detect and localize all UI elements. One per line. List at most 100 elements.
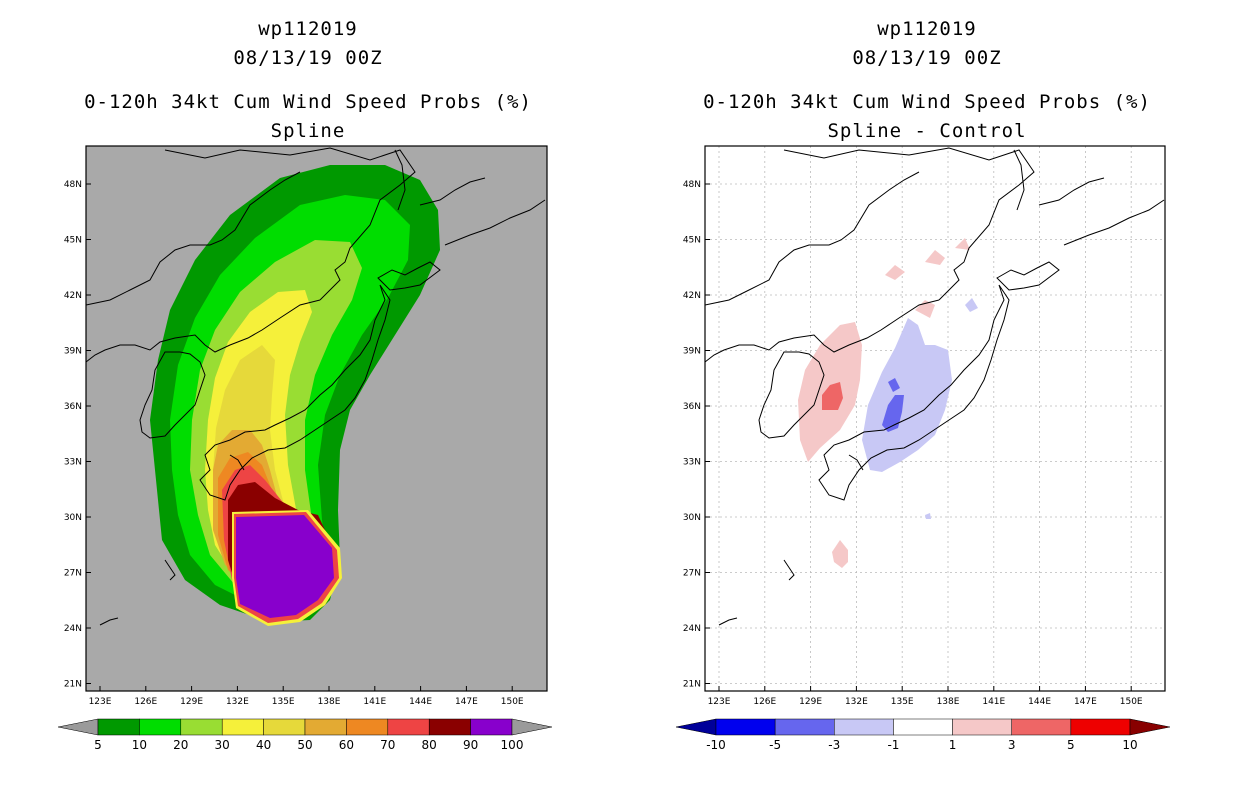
lat-label: 21N (64, 680, 82, 690)
lon-label: 132E (845, 697, 868, 707)
lon-label: 135E (272, 697, 295, 707)
colorbar-label: 100 (501, 738, 524, 752)
colorbar-high-triangle (511, 718, 553, 736)
lat-label: 24N (683, 624, 701, 634)
colorbar-label: 30 (215, 738, 230, 752)
lat-label: 45N (64, 236, 82, 246)
left-product-title: 0-120h 34kt Cum Wind Speed Probs (%) (84, 91, 532, 113)
lat-label: 42N (683, 291, 701, 301)
lon-label: 141E (363, 697, 386, 707)
colorbar-box (346, 718, 389, 736)
colorbar-label: 80 (422, 738, 437, 752)
colorbar-label: 10 (1122, 738, 1137, 752)
lat-label: 27N (64, 569, 82, 579)
colorbar-label: 20 (173, 738, 188, 752)
diff-neg-1-small (925, 513, 931, 519)
colorbar-label: -1 (887, 738, 899, 752)
colorbar-label: -10 (706, 738, 726, 752)
colorbar-label: 1 (949, 738, 957, 752)
colorbar-box (139, 718, 182, 736)
right-map: 48N 45N 42N 39N 36N 33N 30N 27N 24N 21N 123E 126E 1… (683, 145, 1166, 707)
colorbar-box (387, 718, 430, 736)
lat-label: 48N (683, 180, 701, 190)
colorbar-label: 90 (463, 738, 478, 752)
prob-100-band (236, 515, 334, 618)
lat-label: 48N (64, 180, 82, 190)
lon-label: 144E (1028, 697, 1051, 707)
right-storm-id: wp112019 (877, 18, 977, 40)
lat-label: 21N (683, 680, 701, 690)
colorbar-low-triangle (57, 718, 99, 736)
lon-label: 126E (753, 697, 776, 707)
lat-label: 39N (64, 347, 82, 357)
colorbar-label: -3 (828, 738, 840, 752)
lat-label: 30N (683, 513, 701, 523)
colorbar-box (1011, 718, 1072, 736)
diff-neg-1-east (965, 298, 978, 312)
right-subtitle: Spline - Control (827, 120, 1027, 142)
lon-label: 126E (134, 697, 157, 707)
lon-label: 144E (409, 697, 432, 707)
right-datetime: 08/13/19 00Z (852, 47, 1002, 69)
colorbar-box (97, 718, 140, 736)
diff-pos-1-north (925, 250, 945, 265)
lon-label: 150E (1120, 697, 1143, 707)
lat-label: 36N (683, 402, 701, 412)
lat-label: 45N (683, 236, 701, 246)
lon-label: 141E (982, 697, 1005, 707)
left-probability-contours (86, 147, 546, 626)
right-product-title: 0-120h 34kt Cum Wind Speed Probs (%) (703, 91, 1151, 113)
colorbar-box (263, 718, 306, 736)
colorbar-label: 10 (132, 738, 147, 752)
lat-label: 42N (64, 291, 82, 301)
lat-label: 33N (683, 458, 701, 468)
lon-label: 138E (937, 697, 960, 707)
lon-label: 129E (799, 697, 822, 707)
right-colorbar: -10 -5 -3 -1 1 3 5 10 (675, 718, 1171, 752)
colorbar-box (221, 718, 264, 736)
colorbar-box (952, 718, 1012, 736)
diff-pos-1-north2 (955, 238, 970, 250)
lat-label: 30N (64, 513, 82, 523)
lon-label: 123E (708, 697, 731, 707)
right-map-frame (704, 145, 1166, 692)
diff-pos-1-north3 (885, 265, 905, 280)
colorbar-label: 3 (1008, 738, 1016, 752)
left-datetime: 08/13/19 00Z (233, 47, 383, 69)
colorbar-box (774, 718, 835, 736)
right-lat-axis: 48N 45N 42N 39N 36N 33N 30N 27N 24N 21N (683, 180, 710, 690)
lon-label: 132E (226, 697, 249, 707)
colorbar-label: 5 (1067, 738, 1075, 752)
lat-label: 36N (64, 402, 82, 412)
colorbar-label: 5 (94, 738, 102, 752)
colorbar-box (180, 718, 223, 736)
lon-label: 147E (1074, 697, 1097, 707)
colorbar-box (1070, 718, 1131, 736)
lat-label: 24N (64, 624, 82, 634)
diff-neg-3-central2 (888, 378, 900, 392)
left-lat-axis: 48N 45N 42N 39N 36N 33N 30N 27N 24N 21N (64, 180, 91, 690)
colorbar-label: 60 (339, 738, 354, 752)
lon-label: 150E (501, 697, 524, 707)
left-map-frame (85, 145, 548, 692)
colorbar-label: 70 (380, 738, 395, 752)
colorbar-label: 40 (256, 738, 271, 752)
left-lon-axis: 123E 126E 129E 132E 135E 138E 141E 144E 147E 150E (89, 686, 524, 707)
right-lon-axis: 123E 126E 129E 132E 135E 138E 141E 144E 147E 150E (708, 686, 1143, 707)
lon-label: 123E (89, 697, 112, 707)
colorbar-label: 50 (297, 738, 312, 752)
colorbar-box (893, 718, 953, 736)
colorbar-box (304, 718, 347, 736)
left-subtitle: Spline (270, 120, 346, 142)
lon-label: 138E (318, 697, 341, 707)
colorbar-box (834, 718, 894, 736)
lon-label: 147E (455, 697, 478, 707)
left-storm-id: wp112019 (258, 18, 358, 40)
colorbar-box (715, 718, 776, 736)
lat-label: 39N (683, 347, 701, 357)
colorbar-label: -5 (769, 738, 781, 752)
lat-label: 27N (683, 569, 701, 579)
left-colorbar: 5 10 20 30 40 50 60 70 80 90 100 (57, 718, 553, 752)
